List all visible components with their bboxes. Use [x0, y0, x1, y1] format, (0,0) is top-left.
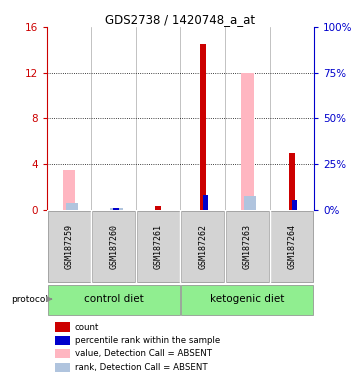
Text: ketogenic diet: ketogenic diet: [210, 294, 284, 304]
FancyBboxPatch shape: [226, 211, 269, 282]
Text: GSM187261: GSM187261: [154, 224, 163, 269]
Bar: [63, 170, 75, 210]
Bar: [292, 200, 297, 210]
FancyBboxPatch shape: [270, 211, 313, 282]
Bar: [200, 44, 206, 210]
Bar: [241, 73, 253, 210]
FancyBboxPatch shape: [181, 211, 224, 282]
Text: value, Detection Call = ABSENT: value, Detection Call = ABSENT: [75, 349, 212, 358]
Bar: [110, 208, 123, 210]
Text: rank, Detection Call = ABSENT: rank, Detection Call = ABSENT: [75, 363, 208, 372]
Bar: [55, 336, 70, 345]
Bar: [55, 362, 70, 372]
Bar: [244, 196, 256, 210]
Text: GSM187262: GSM187262: [198, 224, 207, 269]
Text: percentile rank within the sample: percentile rank within the sample: [75, 336, 220, 345]
FancyBboxPatch shape: [48, 285, 180, 315]
Text: GSM187263: GSM187263: [243, 224, 252, 269]
Text: protocol: protocol: [11, 295, 48, 304]
Text: GSM187260: GSM187260: [109, 224, 118, 269]
FancyBboxPatch shape: [48, 211, 91, 282]
Bar: [155, 207, 161, 210]
FancyBboxPatch shape: [181, 285, 313, 315]
Text: count: count: [75, 323, 99, 332]
FancyBboxPatch shape: [137, 211, 180, 282]
Bar: [55, 349, 70, 358]
FancyBboxPatch shape: [92, 211, 135, 282]
Bar: [203, 195, 208, 210]
Bar: [289, 153, 295, 210]
Text: control diet: control diet: [84, 294, 144, 304]
Text: GSM187264: GSM187264: [287, 224, 296, 269]
Bar: [55, 323, 70, 332]
Bar: [113, 208, 119, 210]
Bar: [66, 203, 78, 210]
Text: GSM187259: GSM187259: [65, 224, 74, 269]
Title: GDS2738 / 1420748_a_at: GDS2738 / 1420748_a_at: [105, 13, 256, 26]
